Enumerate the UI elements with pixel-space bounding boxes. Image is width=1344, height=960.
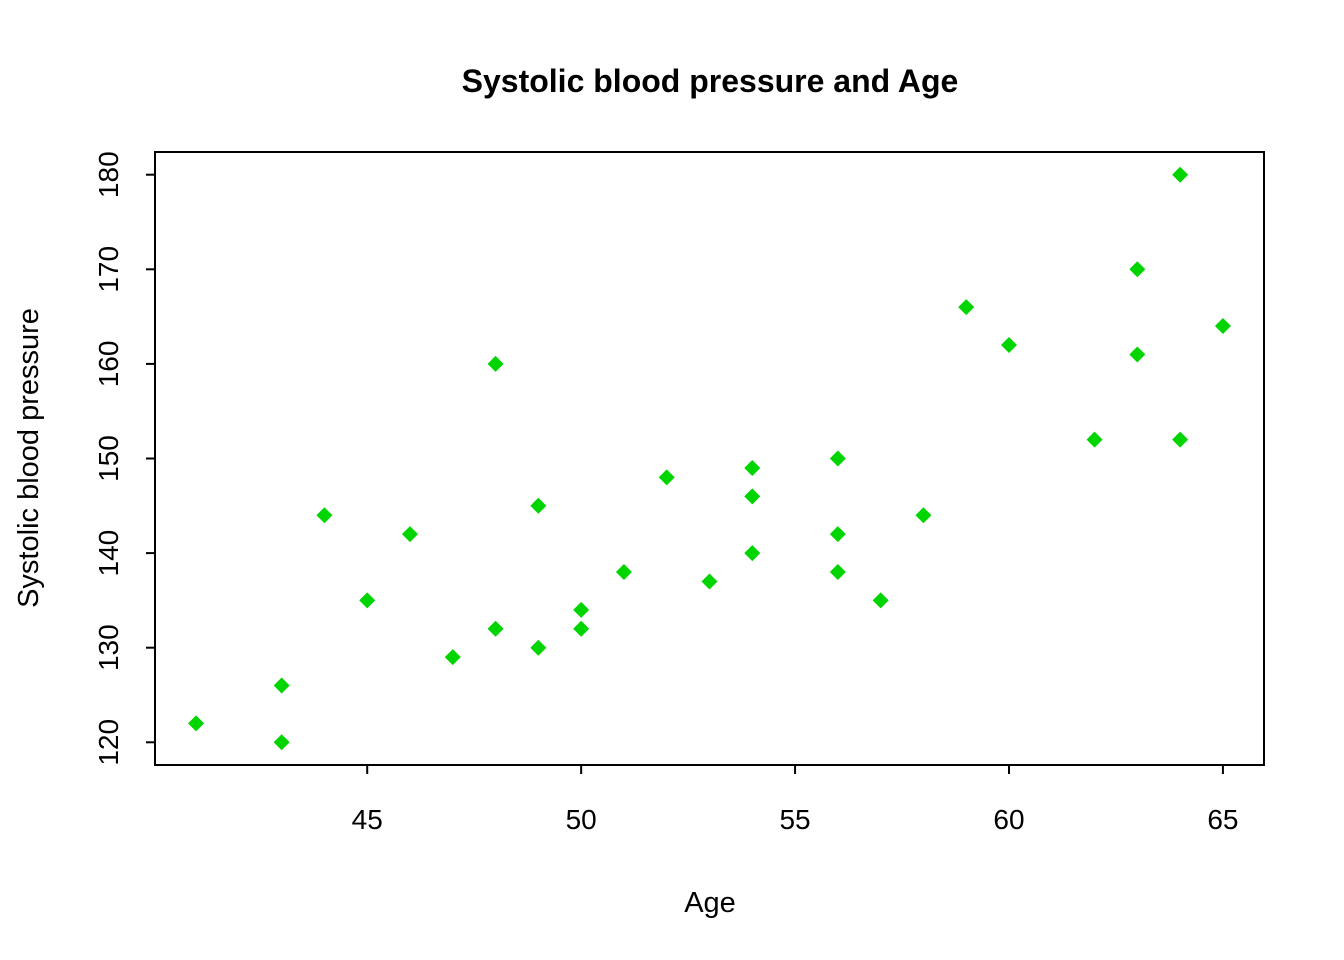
y-axis-label: Systolic blood pressure xyxy=(13,308,45,608)
data-point xyxy=(1172,431,1189,448)
data-point xyxy=(829,564,846,581)
y-tick-label: 120 xyxy=(93,719,124,766)
x-tick-label: 45 xyxy=(352,804,383,835)
data-point xyxy=(658,469,675,486)
data-point xyxy=(487,620,504,637)
data-point xyxy=(273,734,290,751)
data-point xyxy=(530,639,547,656)
data-point xyxy=(1129,261,1146,278)
data-point xyxy=(1172,166,1189,183)
data-point xyxy=(872,592,889,609)
x-tick-label: 65 xyxy=(1207,804,1238,835)
data-point xyxy=(958,299,975,316)
y-tick-label: 160 xyxy=(93,341,124,388)
data-point xyxy=(744,488,761,505)
y-tick-label: 140 xyxy=(93,530,124,577)
data-point xyxy=(744,459,761,476)
data-point xyxy=(273,677,290,694)
data-point xyxy=(359,592,376,609)
data-points xyxy=(188,166,1231,751)
data-point xyxy=(530,497,547,514)
data-point xyxy=(444,649,461,666)
data-point xyxy=(1086,431,1103,448)
data-point xyxy=(701,573,718,590)
plot-box xyxy=(154,151,1265,766)
x-tick-label: 50 xyxy=(566,804,597,835)
y-tick-label: 170 xyxy=(93,246,124,293)
x-tick-label: 60 xyxy=(993,804,1024,835)
y-tick-label: 180 xyxy=(93,151,124,198)
data-point xyxy=(402,526,419,543)
x-axis-label: Age xyxy=(684,887,736,919)
x-axis-ticks: 45 50 55 60 65 xyxy=(352,765,1239,835)
chart-title: Systolic blood pressure and Age xyxy=(462,63,959,99)
y-tick-label: 150 xyxy=(93,435,124,482)
data-point xyxy=(829,526,846,543)
data-point xyxy=(316,507,333,524)
x-tick-label: 55 xyxy=(779,804,810,835)
data-point xyxy=(1214,318,1231,335)
data-point xyxy=(188,715,205,732)
y-axis-ticks: 120 130 140 150 160 170 180 xyxy=(93,151,155,766)
data-point xyxy=(615,564,632,581)
data-point xyxy=(573,620,590,637)
y-tick-label: 130 xyxy=(93,624,124,671)
data-point xyxy=(1129,346,1146,363)
data-point xyxy=(915,507,932,524)
data-point xyxy=(744,545,761,562)
data-point xyxy=(573,601,590,618)
data-point xyxy=(1000,336,1017,353)
data-point xyxy=(829,450,846,467)
data-point xyxy=(487,355,504,372)
